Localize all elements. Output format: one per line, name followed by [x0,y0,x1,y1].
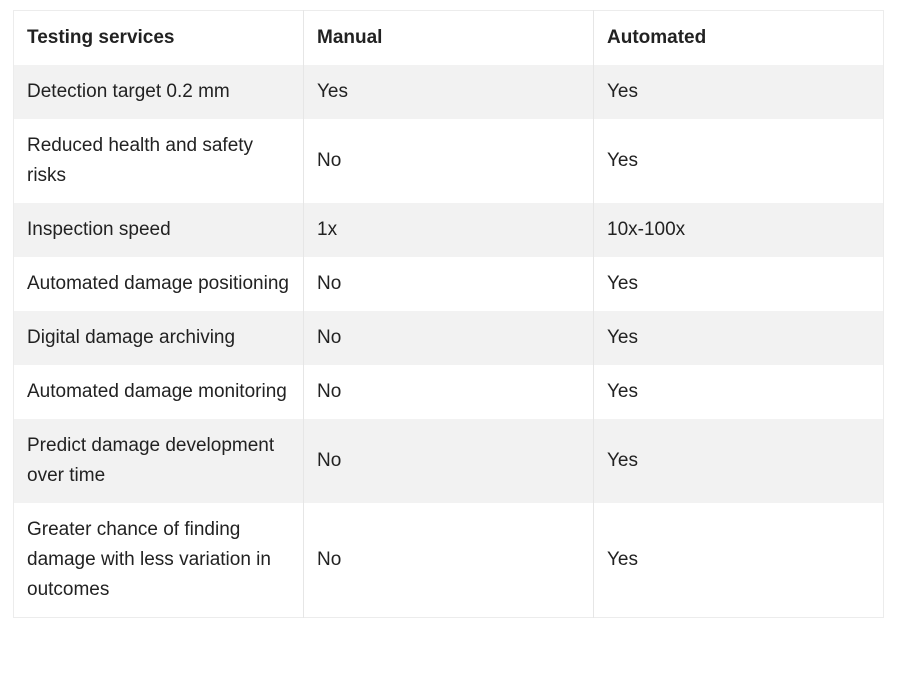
table-row: Predict damage development over time No Ye… [13,419,884,503]
header-row: Testing services Manual Automated [14,10,884,65]
header-cell: Manual [303,10,594,65]
table-cell: No [303,503,594,618]
table-cell: Reduced health and safety risks [27,135,254,186]
table-header: Testing services Manual Automated [14,10,884,65]
table-cell: Inspection speed [13,203,304,257]
header-cell: Automated [593,10,884,65]
table-row: Inspection speed 1x 10x-100x [13,203,884,257]
table-row: Reduced health and safety risks No Yes [14,119,884,203]
table-cell: Yes [593,503,884,618]
table-cell: Yes [593,311,884,365]
table-cell: Yes [303,65,594,119]
table-row: Greater chance of finding damage with le… [14,503,884,618]
table-cell: Automated damage monitoring [27,381,287,402]
table-cell: Yes [593,257,884,311]
table-cell: Yes [593,365,884,419]
table-row: Automated damage positioning No Yes [14,257,884,311]
table-cell: Digital damage archiving [13,311,304,365]
table-cell: Predict damage development over time [13,419,304,503]
table-cell: No [303,257,594,311]
table-cell: No [303,365,594,419]
table-cell: No [303,311,594,365]
table-cell: No [303,119,594,203]
table-cell: No [303,419,594,503]
table-cell: Yes [593,419,884,503]
table-body: Detection target 0.2 mm Yes Yes Reduced hea… [13,65,884,618]
table-cell: Detection target 0.2 mm [13,65,304,119]
table-cell: Greater chance of finding damage with le… [27,519,271,600]
table-cell: Yes [593,119,884,203]
comparison-table: Testing services Manual Automated Detect… [13,10,884,618]
table-row: Digital damage archiving No Yes [13,311,884,365]
table-row: Detection target 0.2 mm Yes Yes [13,65,884,119]
table-cell: 10x-100x [593,203,884,257]
table-cell: 1x [303,203,594,257]
table-row: Automated damage monitoring No Yes [14,365,884,419]
header-cell: Testing services [27,27,175,48]
table-cell: Automated damage positioning [27,273,289,294]
table-cell: Yes [593,65,884,119]
